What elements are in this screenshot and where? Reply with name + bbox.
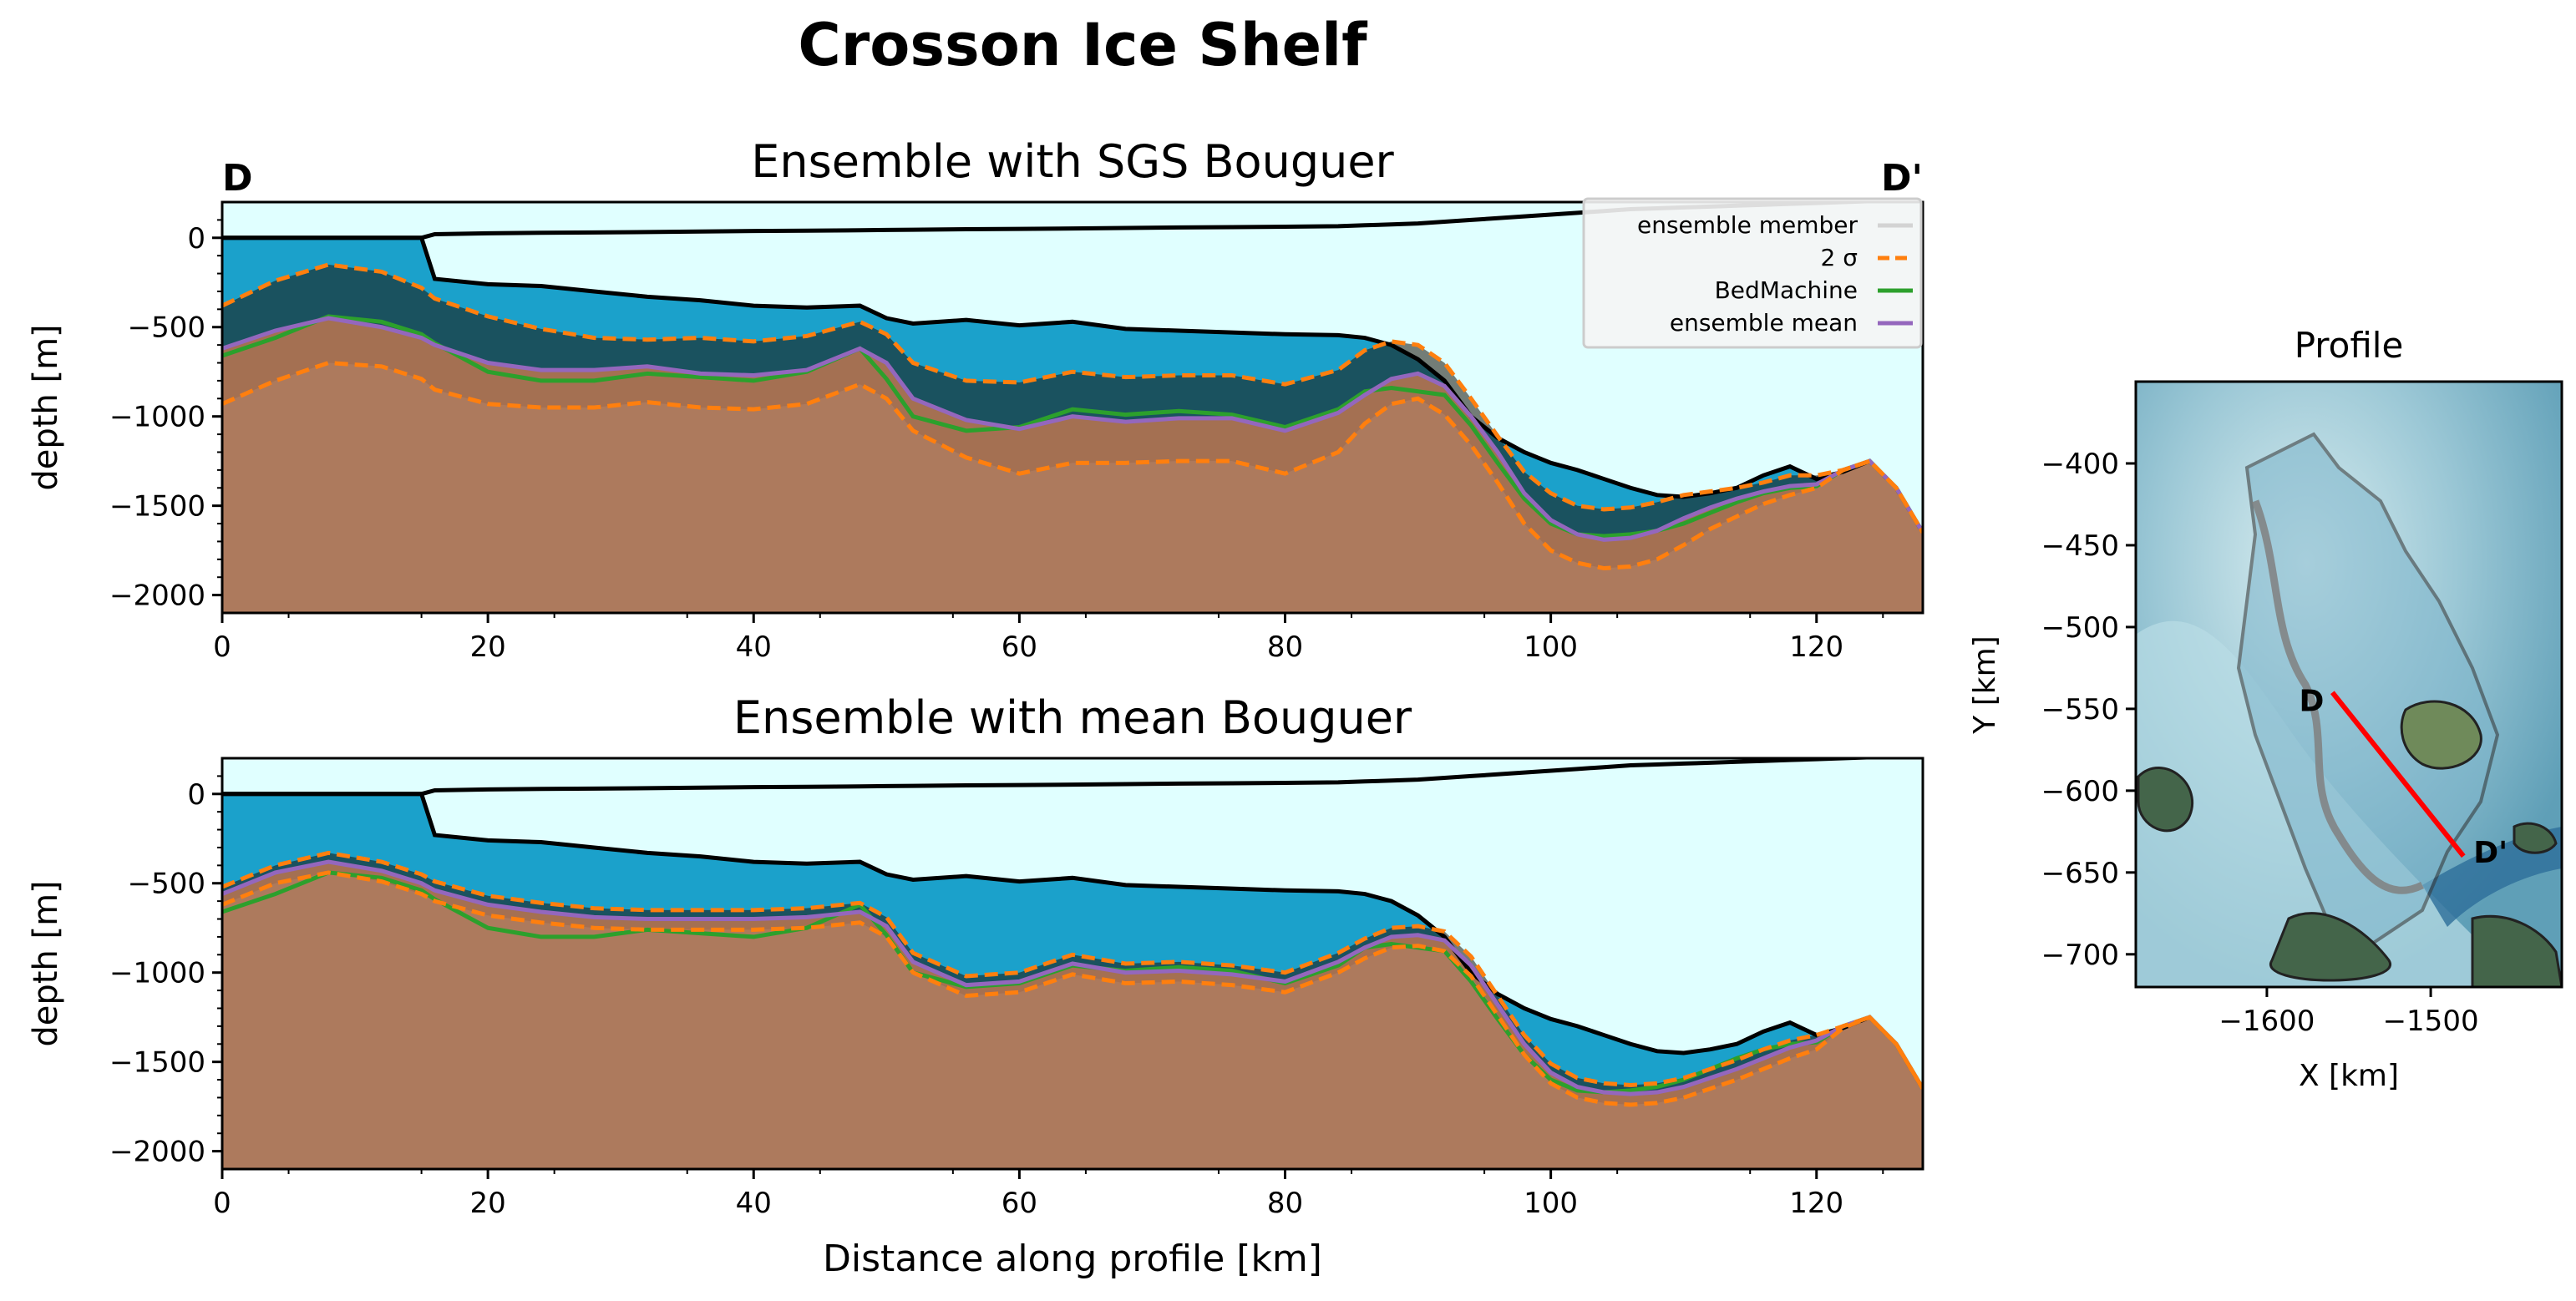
top-plot-frame: [221, 200, 1924, 615]
top-y-axis: 0 −500 −1000 −1500 −2000: [109, 219, 222, 613]
upper-2-sigma-line: [222, 850, 1923, 1091]
x-tick-label: 60: [1001, 630, 1037, 664]
map-x-tick-label: −1500: [2383, 1005, 2479, 1038]
legend-label-ensemble-member: ensemble member: [1637, 211, 1858, 239]
bottom-panel-title: Ensemble with mean Bouguer: [733, 691, 1412, 744]
top-panel-title: Ensemble with SGS Bouguer: [751, 135, 1394, 188]
x-tick-label: 0: [213, 1187, 231, 1220]
lower-2-sigma-line: [222, 360, 1923, 571]
top-corner-label-left: D: [222, 157, 253, 200]
ensemble-mean-line: [222, 859, 1923, 1096]
ensemble-mean-line: [222, 316, 1923, 542]
map-profile-end-label: D': [2473, 836, 2508, 870]
map-rock-4: [2471, 914, 2562, 987]
y-tick-label: −2000: [109, 580, 205, 613]
top-x-axis: 0 20 40 60 80 100 120: [213, 613, 1884, 664]
map-y-tick-label: −700: [2041, 939, 2119, 972]
map-y-tick-label: −400: [2041, 448, 2119, 481]
map-profile-line-group: D D': [2299, 684, 2508, 870]
x-tick-label: 100: [1524, 630, 1578, 664]
y-tick-label: −1500: [109, 1046, 205, 1080]
bed-fill: [222, 318, 1923, 613]
surface-line: [222, 758, 1905, 797]
map-x-axis: −1600 −1500: [2219, 987, 2479, 1038]
map-y-axis: −400 −450 −500 −550 −600 −650 −700: [2041, 448, 2136, 972]
x-tick-label: 120: [1789, 1187, 1843, 1220]
y-tick-label: −500: [128, 311, 205, 345]
map-rock-3: [2137, 767, 2194, 833]
y-tick-label: −1500: [109, 490, 205, 524]
ensemble-member-band: [222, 853, 1923, 1105]
map-profile-start-label: D: [2299, 684, 2324, 718]
bottom-x-axis-label: Distance along profile [km]: [823, 1238, 1322, 1280]
figure-title: Crosson Ice Shelf: [798, 11, 1368, 79]
x-tick-label: 120: [1789, 630, 1843, 664]
y-tick-label: 0: [187, 222, 205, 256]
legend: ensemble member 2 σ BedMachine ensemble …: [1582, 197, 1923, 349]
map-grounding-line: [2251, 499, 2425, 894]
y-tick-label: 0: [187, 778, 205, 812]
bed-fill: [222, 862, 1923, 1169]
water-fill: [222, 793, 1923, 1095]
bedmachine-line: [222, 314, 1923, 539]
legend-label-bedmachine: BedMachine: [1715, 276, 1858, 304]
legend-label-ensemble-mean: ensemble mean: [1670, 309, 1858, 337]
y-tick-label: −1000: [109, 957, 205, 990]
bottom-panel: Ensemble with mean Bouguer depth [m] Dis…: [27, 691, 1924, 1280]
map-rock-2: [2400, 700, 2482, 770]
x-tick-label: 20: [469, 1187, 505, 1220]
map-profile-line: [2330, 691, 2466, 858]
map-panel: Profile X [km] Y [km] D D' −1600 −1500 −40…: [1968, 325, 2563, 1093]
x-tick-label: 20: [469, 630, 505, 664]
x-tick-label: 100: [1524, 1187, 1578, 1220]
map-basemap: [2136, 382, 2562, 987]
legend-label-2-sigma: 2 σ: [1821, 244, 1858, 271]
x-tick-label: 80: [1267, 1187, 1303, 1220]
x-tick-label: 40: [736, 630, 772, 664]
map-rock-5: [2513, 822, 2558, 854]
map-y-tick-label: −600: [2041, 775, 2119, 808]
y-tick-label: −1000: [109, 401, 205, 434]
bottom-plot-frame: [221, 757, 1924, 1171]
map-frame: [2134, 380, 2563, 989]
upper-2-sigma-line: [222, 262, 1923, 534]
lower-2-sigma-line: [222, 870, 1923, 1107]
bottom-y-axis: 0 −500 −1000 −1500 −2000: [109, 775, 222, 1169]
map-y-tick-label: −450: [2041, 529, 2119, 563]
map-y-tick-label: −650: [2041, 857, 2119, 890]
top-y-axis-label: depth [m]: [27, 324, 65, 490]
bottom-plot-area: [222, 758, 1923, 1169]
x-tick-label: 0: [213, 630, 231, 664]
map-x-tick-label: −1600: [2219, 1005, 2315, 1038]
x-tick-label: 60: [1001, 1187, 1037, 1220]
bottom-y-axis-label: depth [m]: [27, 880, 65, 1046]
y-tick-label: −500: [128, 868, 205, 901]
top-corner-label-right: D': [1881, 157, 1923, 200]
top-panel: Ensemble with SGS Bouguer D D' depth [m]…: [27, 135, 1924, 664]
map-title: Profile: [2295, 325, 2404, 366]
ice-base-line: [222, 792, 1923, 1091]
map-rock-1: [2269, 912, 2392, 982]
map-y-tick-label: −550: [2041, 693, 2119, 726]
y-tick-label: −2000: [109, 1136, 205, 1169]
x-tick-label: 80: [1267, 630, 1303, 664]
map-y-tick-label: −500: [2041, 611, 2119, 645]
map-x-axis-label: X [km]: [2299, 1059, 2399, 1093]
legend-box: [1582, 197, 1923, 349]
bottom-x-axis: 0 20 40 60 80 100 120: [213, 1169, 1884, 1220]
map-y-axis-label: Y [km]: [1968, 635, 2002, 734]
x-tick-label: 40: [736, 1187, 772, 1220]
